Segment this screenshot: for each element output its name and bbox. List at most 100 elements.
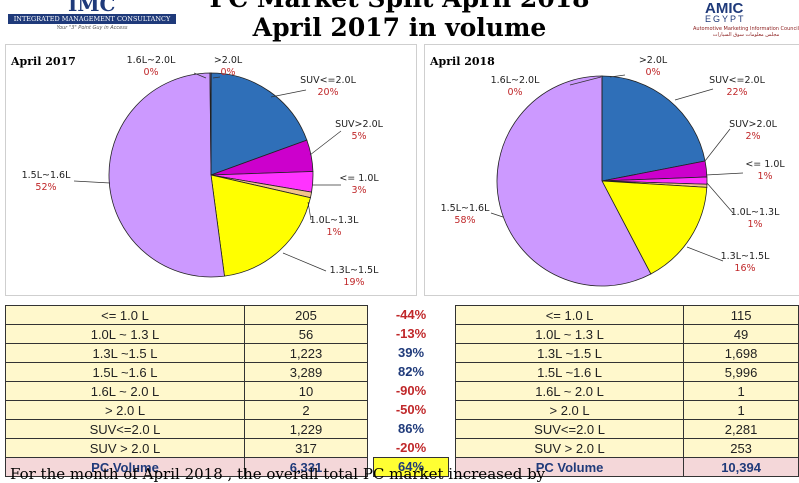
leader-line-1-0l-1-3l-2018 bbox=[707, 183, 733, 213]
pie-label-percent: 5% bbox=[335, 131, 383, 143]
volume-value: 115 bbox=[684, 306, 799, 325]
volume-value: 1 bbox=[684, 401, 799, 420]
pie-label-name: SUV>2.0L bbox=[729, 119, 777, 131]
change-value: 82% bbox=[367, 362, 455, 381]
segment-label: SUV > 2.0 L bbox=[456, 439, 684, 458]
segment-label: SUV > 2.0 L bbox=[6, 439, 245, 458]
segment-label: 1.0L ~ 1.3 L bbox=[456, 325, 684, 344]
volume-value: 253 bbox=[684, 439, 799, 458]
imc-logo: IMC INTEGRATED MANAGEMENT CONSULTANCY Yo… bbox=[8, 0, 176, 30]
volume-value: 1,229 bbox=[245, 420, 368, 439]
pie-label-percent: 52% bbox=[22, 182, 71, 194]
leader-line-suvle-2-0l-2018 bbox=[675, 89, 713, 100]
change-value: 86% bbox=[367, 419, 455, 438]
segment-label: 1.5L ~1.6 L bbox=[456, 363, 684, 382]
pie-label-name: 1.0L~1.3L bbox=[310, 215, 359, 227]
segment-label: SUV<=2.0 L bbox=[456, 420, 684, 439]
segment-label: 1.3L ~1.5 L bbox=[6, 344, 245, 363]
pie-label-percent: 16% bbox=[721, 263, 770, 275]
footer-text: For the month of April 2018 , the overal… bbox=[10, 465, 545, 483]
pie-label-percent: 1% bbox=[745, 171, 784, 183]
pie-label-percent: 19% bbox=[330, 277, 379, 289]
volume-value: 10 bbox=[245, 382, 368, 401]
leader-line-1-3l-1-5l-2018 bbox=[687, 247, 723, 261]
segment-label: > 2.0 L bbox=[6, 401, 245, 420]
pie-label-name: <= 1.0L bbox=[745, 159, 784, 171]
pie-label-percent: 0% bbox=[214, 67, 242, 79]
pie-label-percent: 20% bbox=[300, 87, 356, 99]
segment-label: 1.3L ~1.5 L bbox=[456, 344, 684, 363]
segment-label: <= 1.0 L bbox=[456, 306, 684, 325]
volume-value: 205 bbox=[245, 306, 368, 325]
pie-label-name: SUV<=2.0L bbox=[709, 75, 765, 87]
pie-label-percent: 3% bbox=[339, 185, 378, 197]
change-value: -90% bbox=[367, 381, 455, 400]
pie-label-percent: 0% bbox=[127, 67, 176, 79]
pie-label-name: >2.0L bbox=[214, 55, 242, 67]
change-value: 39% bbox=[367, 343, 455, 362]
volume-value: 5,996 bbox=[684, 363, 799, 382]
leader-line-1-5l-1-6l-2018 bbox=[491, 213, 503, 217]
pie-label-percent: 0% bbox=[491, 87, 540, 99]
segment-label: 1.6L ~ 2.0 L bbox=[456, 382, 684, 401]
volume-value: 49 bbox=[684, 325, 799, 344]
amic-logo-sub: EGYPT bbox=[705, 14, 746, 24]
pie-label-percent: 2% bbox=[729, 131, 777, 143]
change-column: -44%-13%39%82%-90%-50%86%-20%64% bbox=[367, 305, 455, 477]
pie-slice-1-5l-1-6l-2017 bbox=[109, 73, 224, 277]
pie-label-percent: 0% bbox=[639, 67, 667, 79]
volume-value: 1,698 bbox=[684, 344, 799, 363]
pie-label-name: SUV<=2.0L bbox=[300, 75, 356, 87]
amic-logo: AMIC EGYPT Automotive Marketing Informat… bbox=[693, 0, 799, 38]
volume-value: 1,223 bbox=[245, 344, 368, 363]
volume-value: 2,281 bbox=[684, 420, 799, 439]
pie-label-name: SUV>2.0L bbox=[335, 119, 383, 131]
leader-line-1-5l-1-6l-2017 bbox=[74, 181, 110, 183]
segment-label: 1.5L ~1.6 L bbox=[6, 363, 245, 382]
segment-label: 1.0L ~ 1.3 L bbox=[6, 325, 245, 344]
amic-logo-arabic: مجلس معلومات سوق السيارات bbox=[693, 32, 799, 38]
segment-label: > 2.0 L bbox=[456, 401, 684, 420]
volume-value: 1 bbox=[684, 382, 799, 401]
change-value: -50% bbox=[367, 400, 455, 419]
volume-value: 317 bbox=[245, 439, 368, 458]
pie-label-name: >2.0L bbox=[639, 55, 667, 67]
pie-label-name: 1.5L~1.6L bbox=[22, 170, 71, 182]
pie-label-name: 1.0L~1.3L bbox=[731, 207, 780, 219]
volume-value: 3,289 bbox=[245, 363, 368, 382]
pie-label-name: 1.3L~1.5L bbox=[330, 265, 379, 277]
volume-value: 56 bbox=[245, 325, 368, 344]
pie-label-percent: 1% bbox=[310, 227, 359, 239]
pie-label-percent: 22% bbox=[709, 87, 765, 99]
